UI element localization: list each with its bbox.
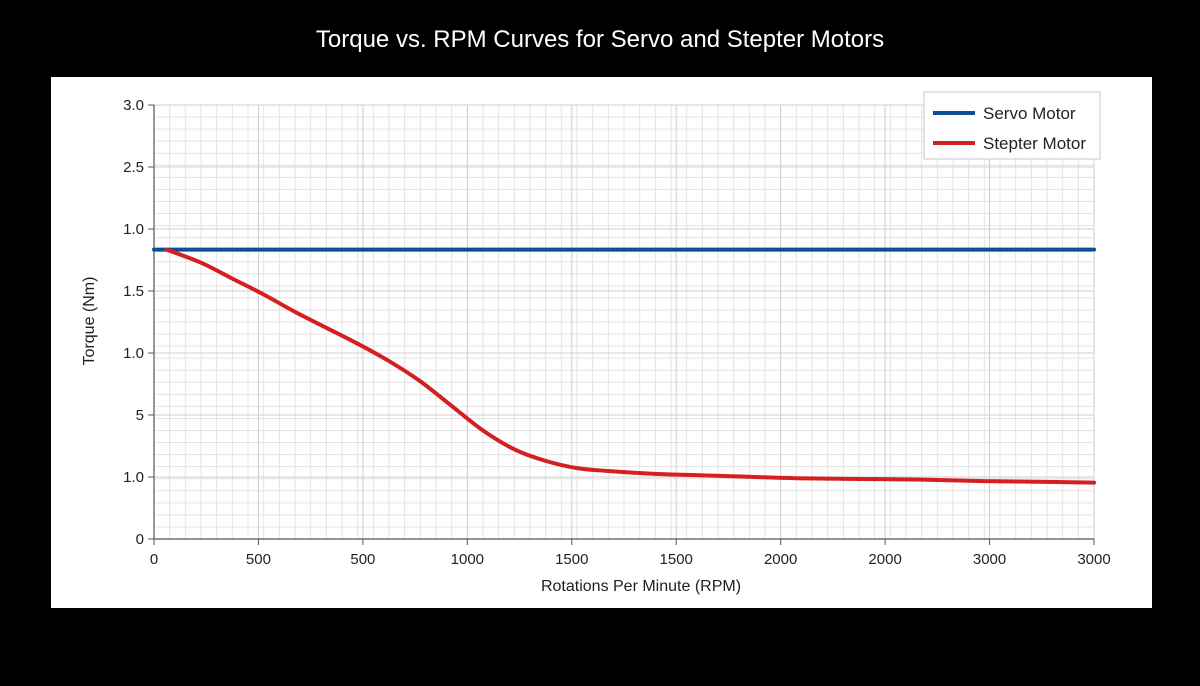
y-axis-label: Torque (Nm) — [81, 277, 98, 366]
tick-labels: 0 500 500 1000 1500 1500 2000 2000 3000 3000 0 1.0 5… — [123, 97, 1111, 568]
chart-title: Torque vs. RPM Curves for Servo and Step… — [315, 26, 885, 53]
legend-box — [923, 91, 1101, 160]
chart-svg: 0 500 500 1000 1500 1500 2000 2000 3000 3000 0 1.0 5… — [81, 91, 1111, 595]
y-tick-label: 1.0 — [123, 345, 144, 362]
x-tick-label: 2000 — [764, 551, 797, 568]
x-tick-label: 500 — [246, 551, 271, 568]
legend: Servo Motor Stepter Motor — [923, 91, 1101, 160]
y-tick-label: 1.0 — [123, 221, 144, 238]
series-layer — [152, 247, 1096, 485]
y-tick-label: 2.5 — [123, 159, 144, 176]
x-axis-label: Rotations Per Minute (RPM) — [541, 578, 741, 595]
plot-panel: 0 500 500 1000 1500 1500 2000 2000 3000 3000 0 1.0 5… — [51, 77, 1152, 608]
x-tick-label: 1500 — [660, 551, 693, 568]
y-tick-label: 3.0 — [123, 97, 144, 114]
legend-servo-label: Servo Motor — [983, 104, 1076, 123]
stepper-motor-line — [164, 247, 1096, 485]
axes — [153, 105, 1094, 540]
x-tick-label: 500 — [350, 551, 375, 568]
y-tick-label: 0 — [136, 531, 144, 548]
x-tick-label: 0 — [150, 551, 158, 568]
x-tick-label: 3000 — [1077, 551, 1110, 568]
legend-stepper-label: Stepter Motor — [983, 134, 1086, 153]
y-tick-label: 1.5 — [123, 283, 144, 300]
x-tick-label: 1000 — [451, 551, 484, 568]
x-tick-label: 3000 — [973, 551, 1006, 568]
x-tick-label: 2000 — [868, 551, 901, 568]
y-tick-label: 5 — [136, 407, 144, 424]
x-tick-label: 1500 — [555, 551, 588, 568]
y-tick-label: 1.0 — [123, 469, 144, 486]
